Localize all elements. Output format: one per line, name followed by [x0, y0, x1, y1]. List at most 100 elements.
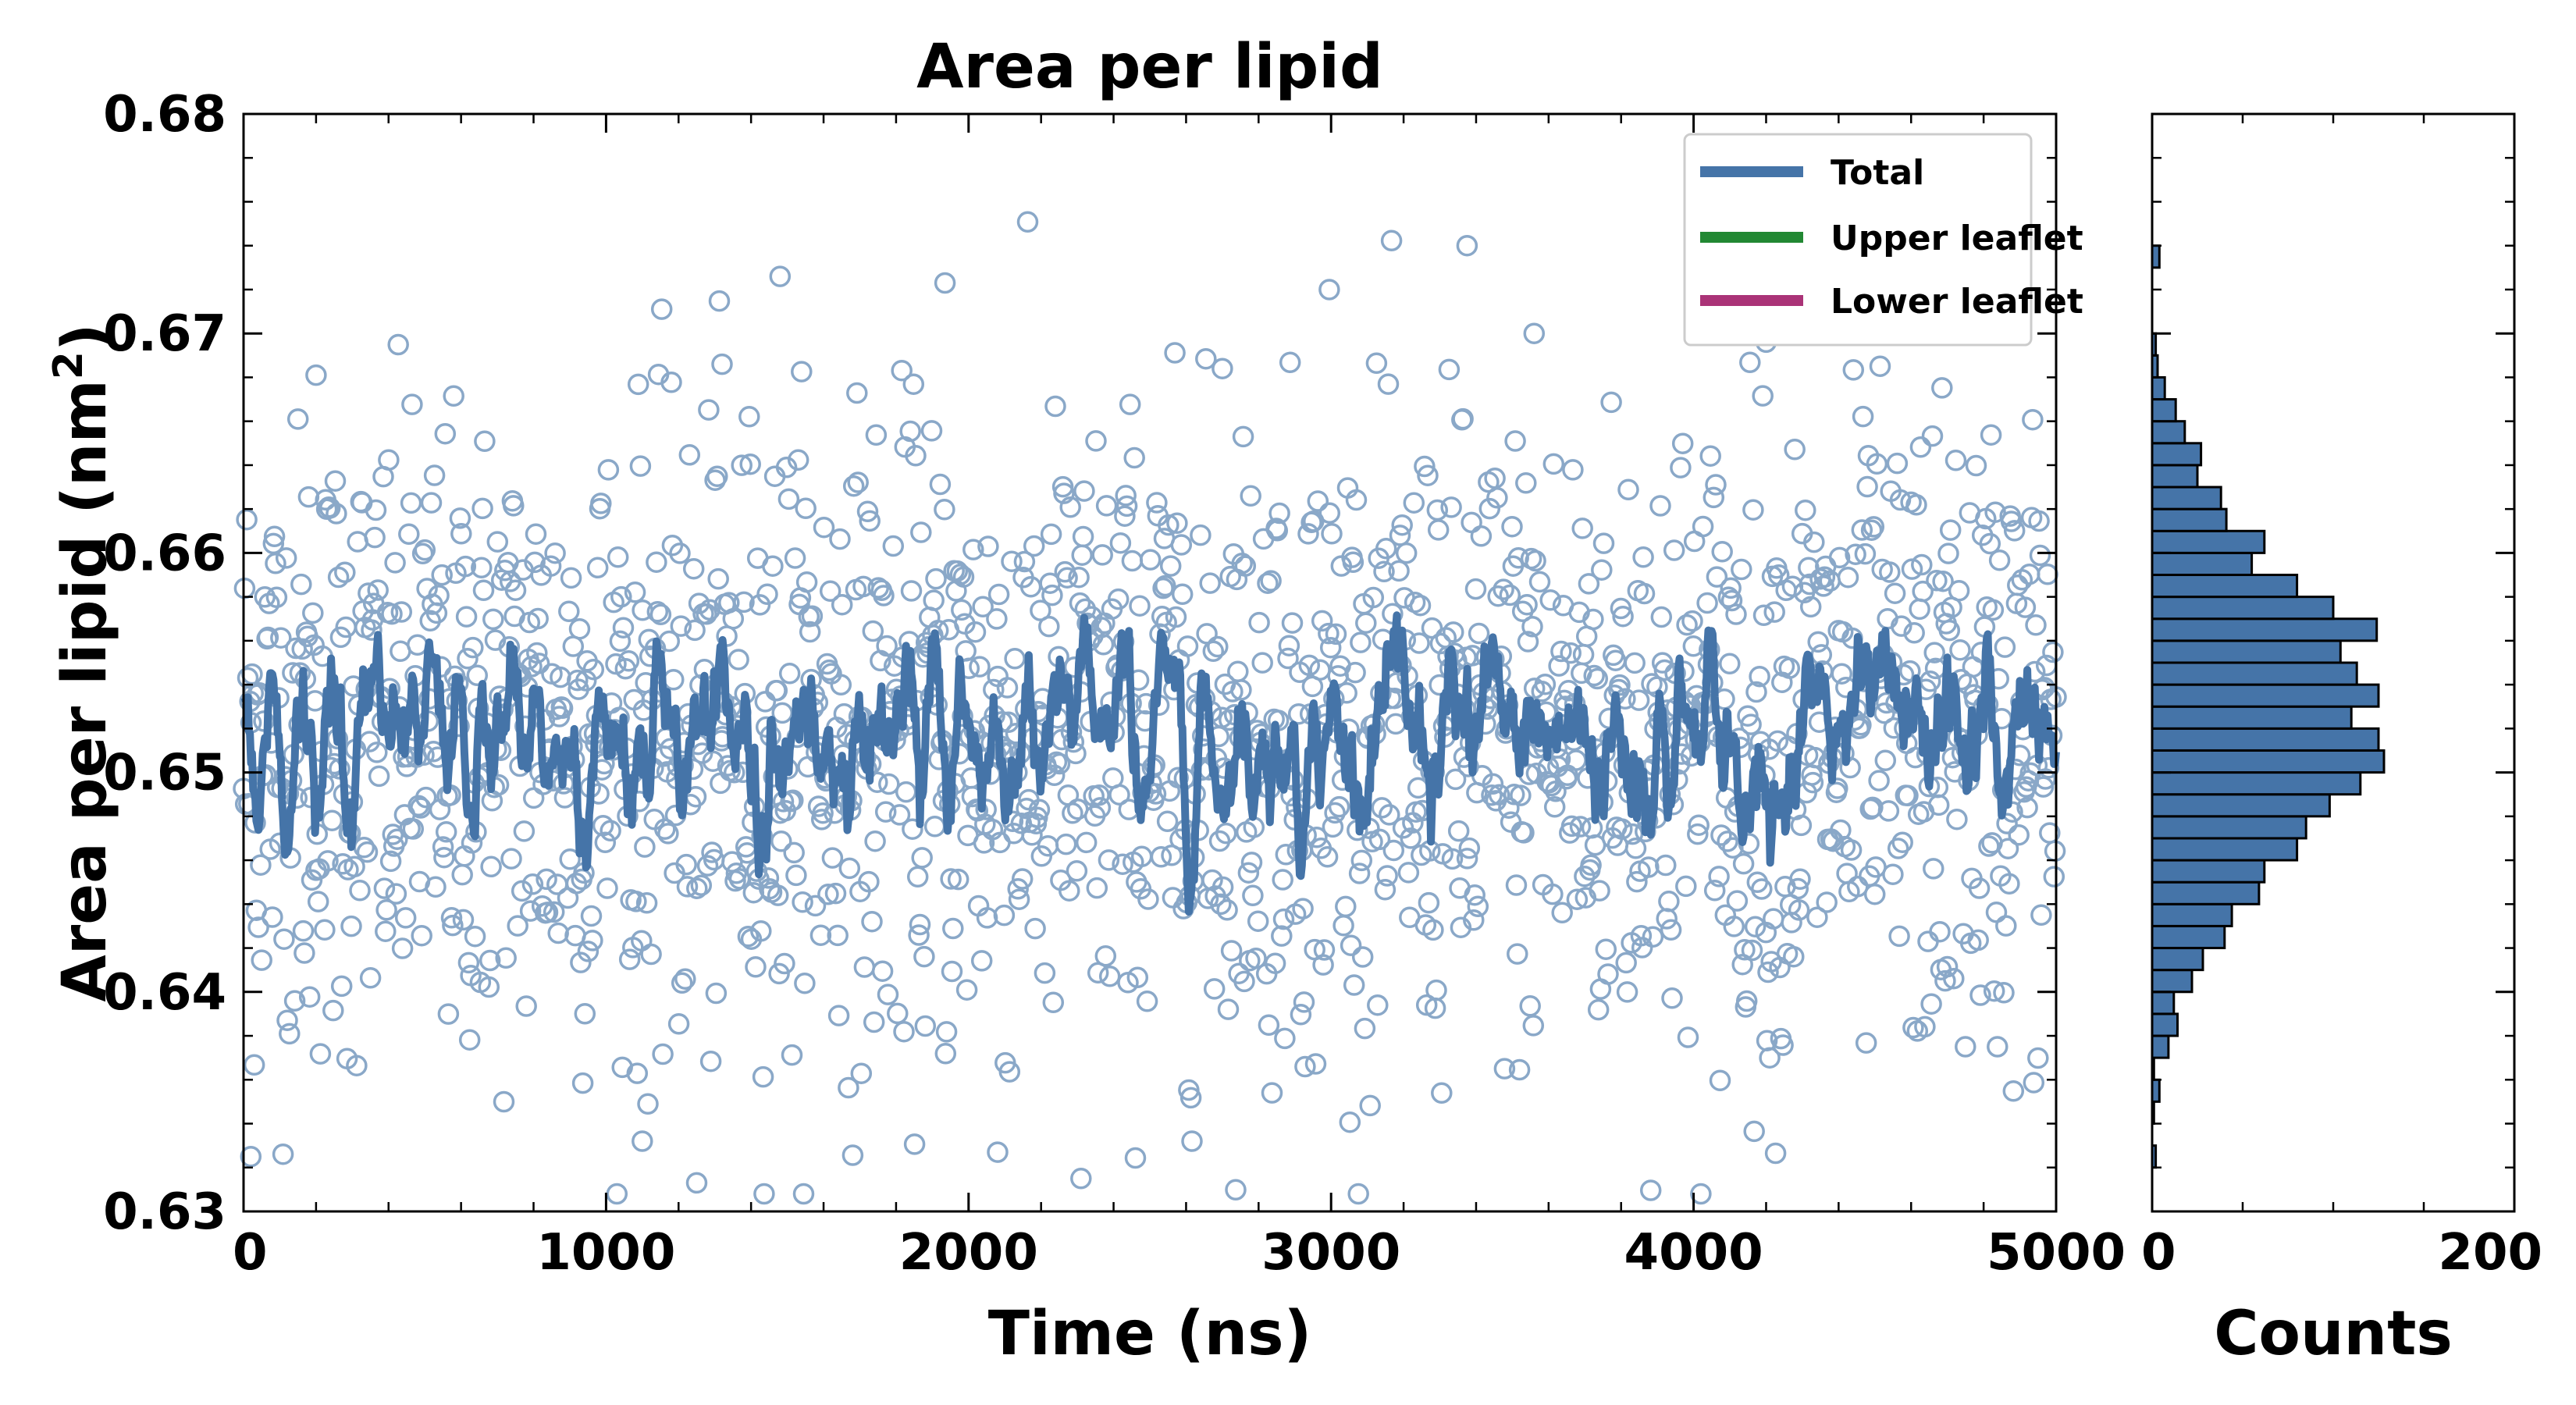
scatter-point — [738, 406, 760, 428]
scatter-point — [381, 603, 403, 625]
scatter-point — [1013, 550, 1036, 573]
scatter-point — [1382, 839, 1405, 862]
scatter-point — [722, 607, 745, 630]
scatter-point — [378, 449, 400, 471]
scatter-point — [464, 925, 486, 948]
scatter-point — [1574, 865, 1596, 887]
scatter-point — [1595, 938, 1617, 960]
scatter-point — [1008, 888, 1030, 910]
scatter-point — [1749, 665, 1770, 688]
scatter-point — [1725, 603, 1747, 625]
scatter-point — [577, 941, 600, 962]
scatter-point — [425, 876, 447, 898]
scatter-point — [1152, 577, 1174, 599]
scatter-point — [1297, 523, 1319, 545]
scatter-point — [861, 910, 883, 933]
scatter-point — [1232, 425, 1254, 448]
scatter-point — [1044, 395, 1066, 418]
scatter-point — [433, 846, 455, 869]
y-axis-title-close: ) — [50, 323, 120, 351]
y-tick-label: 0.66 — [103, 525, 226, 582]
scatter-point — [699, 1050, 722, 1072]
x-axis-title: Time (ns) — [988, 1299, 1312, 1369]
scatter-point — [1929, 920, 1951, 943]
scatter-point — [1107, 588, 1130, 610]
scatter-point — [428, 585, 450, 606]
scatter-point — [1891, 615, 1912, 637]
scatter-point — [1325, 623, 1347, 646]
scatter-point — [1938, 619, 1961, 642]
scatter-point — [1752, 385, 1774, 407]
scatter-point — [1560, 815, 1583, 838]
scatter-point — [1744, 916, 1767, 937]
scatter-point — [1543, 796, 1566, 818]
scatter-point — [1240, 485, 1261, 507]
scatter-point — [774, 952, 795, 975]
scatter-point — [1059, 496, 1081, 518]
scatter-point — [1911, 553, 1933, 576]
scatter-point — [698, 399, 720, 421]
scatter-point — [1968, 877, 1991, 899]
scatter-point — [842, 475, 865, 497]
scatter-point — [813, 516, 835, 539]
scatter-point — [1306, 827, 1328, 848]
scatter-point — [1920, 993, 1942, 1015]
scatter-point — [856, 500, 879, 523]
scatter-point — [1481, 784, 1503, 806]
scatter-point — [902, 373, 925, 395]
scatter-point — [1217, 998, 1240, 1020]
scatter-point — [899, 420, 921, 443]
scatter-point — [1562, 459, 1584, 481]
scatter-point — [1114, 505, 1136, 527]
scatter-point — [2042, 641, 2064, 663]
histogram-bar — [2151, 837, 2299, 862]
scatter-point — [778, 663, 801, 685]
scatter-point — [1348, 863, 1371, 884]
scatter-point — [1919, 670, 1941, 692]
scatter-point — [1340, 934, 1362, 956]
scatter-point — [1611, 818, 1633, 840]
scatter-point — [671, 972, 693, 994]
histogram-bar — [2151, 969, 2194, 994]
scatter-point — [838, 857, 861, 880]
scatter-point — [646, 601, 669, 623]
scatter-point — [787, 449, 809, 471]
scatter-point — [586, 557, 609, 579]
scatter-point — [1789, 868, 1811, 891]
scatter-point — [286, 408, 309, 430]
scatter-point — [340, 915, 362, 937]
scatter-point — [558, 600, 580, 623]
scatter-point — [1863, 516, 1885, 538]
scatter-point — [503, 495, 525, 517]
scatter-point — [346, 1055, 368, 1076]
scatter-point — [1717, 586, 1740, 608]
scatter-point — [1717, 831, 1738, 852]
legend: Total Upper leaflet Lower leaflet — [1683, 133, 2083, 347]
scatter-point — [1280, 784, 1302, 807]
scatter-point — [1752, 604, 1775, 627]
y-tick-label: 0.63 — [103, 1183, 226, 1241]
scatter-point — [1804, 746, 1826, 769]
scatter-point — [1158, 514, 1179, 536]
scatter-point — [1887, 838, 1909, 859]
scatter-point — [1996, 813, 2018, 834]
scatter-point — [1994, 636, 2016, 658]
scatter-point — [440, 907, 463, 929]
scatter-point — [302, 602, 324, 624]
histogram-tick-labels: 0 200 — [2141, 1224, 2542, 1282]
histogram-bar — [2151, 596, 2335, 621]
scatter-point — [737, 925, 760, 948]
scatter-point — [1522, 1015, 1545, 1037]
scatter-point — [385, 883, 407, 905]
x-tick-label: 5000 — [1987, 1224, 2126, 1282]
scatter-point — [1699, 445, 1721, 467]
scatter-point — [1095, 495, 1118, 517]
scatter-point — [1313, 939, 1336, 961]
histogram-bar — [2151, 947, 2204, 972]
scatter-point — [442, 914, 464, 937]
scatter-point — [504, 579, 527, 601]
scatter-point — [1939, 519, 1962, 541]
scatter-point — [970, 950, 993, 972]
scatter-point — [1682, 635, 1705, 657]
scatter-point — [674, 968, 696, 990]
